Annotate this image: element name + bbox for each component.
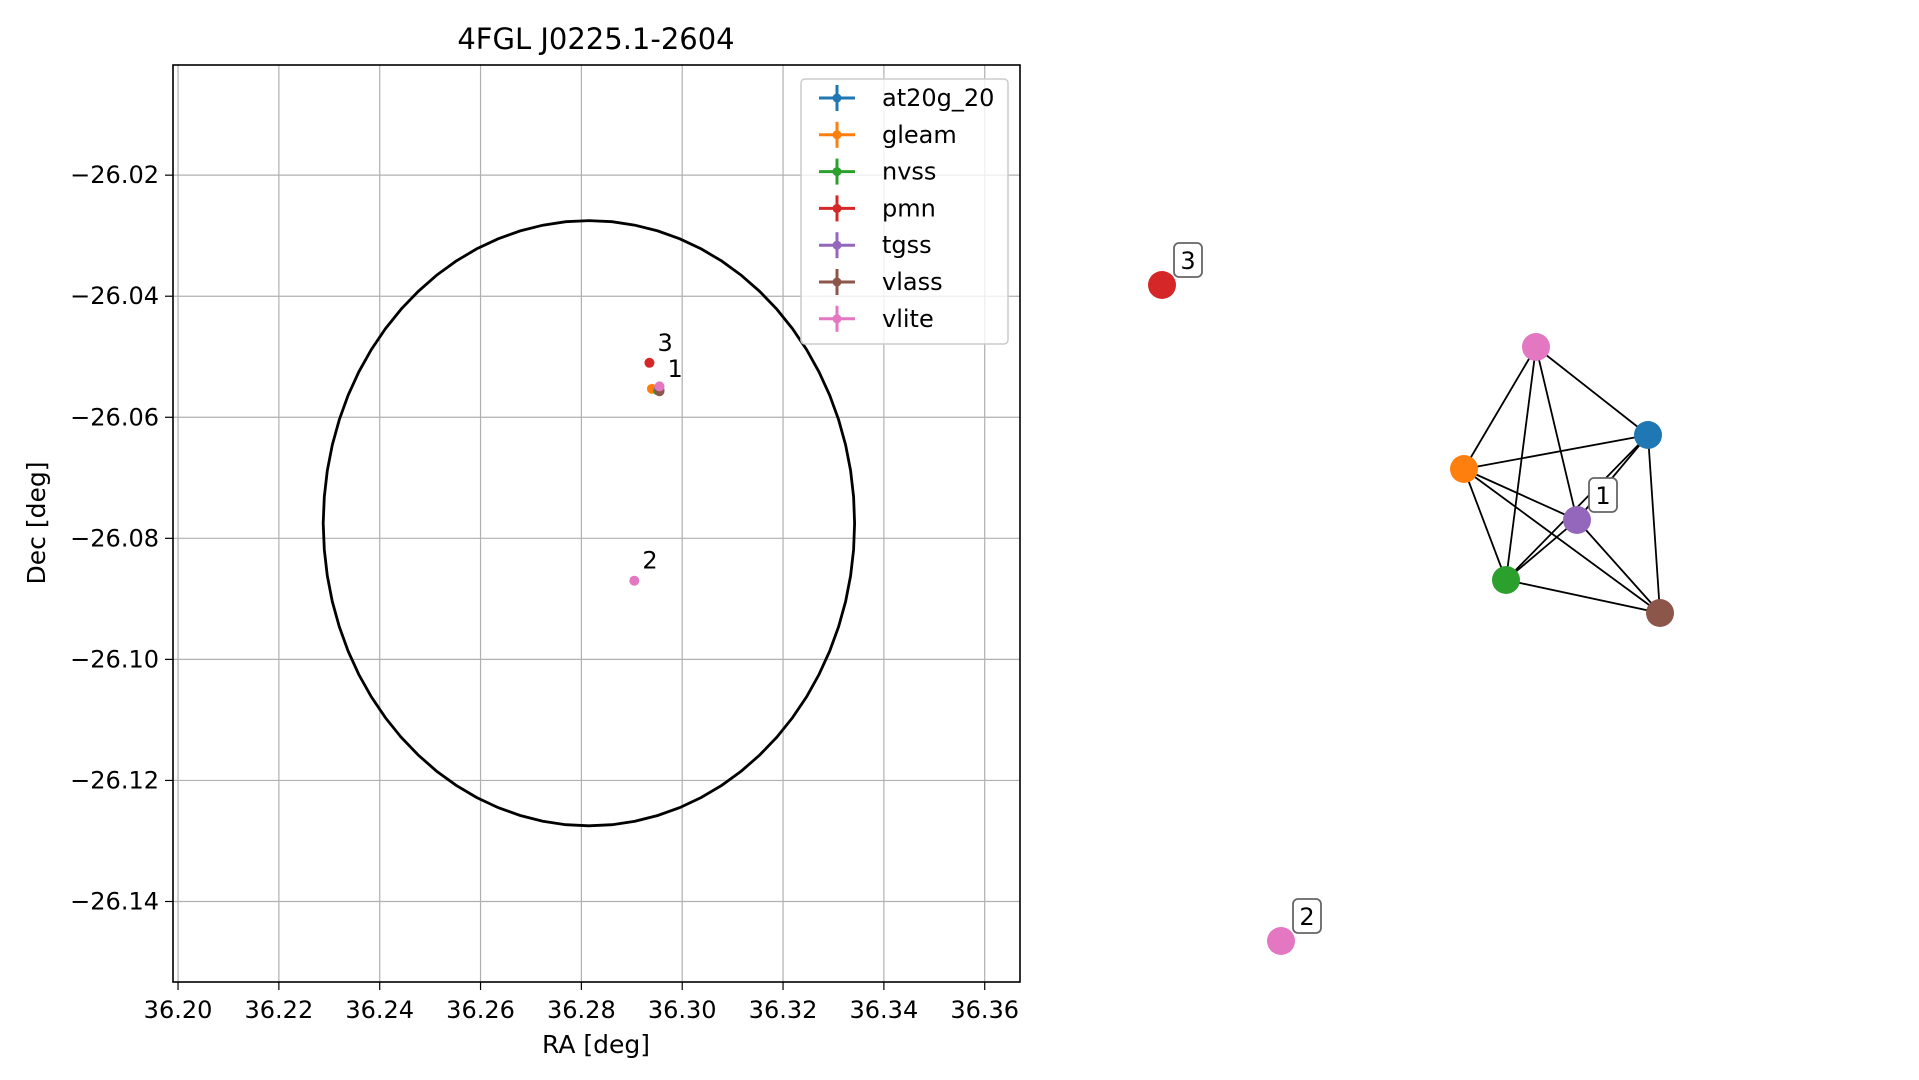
point-annotation: 1 bbox=[668, 355, 683, 383]
y-tick-label: −26.04 bbox=[70, 282, 159, 310]
network-node-label: 1 bbox=[1588, 477, 1618, 513]
point-annotation: 3 bbox=[657, 329, 672, 357]
network-edge bbox=[1535, 346, 1578, 521]
legend-marker-dot bbox=[832, 277, 842, 287]
network-panel: 3 2 1 bbox=[1148, 242, 1674, 955]
x-tick-label: 36.34 bbox=[850, 996, 919, 1024]
network-node-vlite_1 bbox=[1522, 333, 1550, 361]
x-tick-label: 36.32 bbox=[749, 996, 818, 1024]
network-edge bbox=[1463, 434, 1649, 470]
legend-label: pmn bbox=[882, 194, 936, 222]
y-axis-label: Dec [deg] bbox=[22, 462, 51, 585]
scatter-panel: 312 36.20 36.22 36.24 36.26 36.28 36.30 36.32 3… bbox=[22, 22, 1021, 1059]
network-edges bbox=[1463, 346, 1661, 614]
legend-label: gleam bbox=[882, 121, 957, 149]
network-edge bbox=[1505, 346, 1537, 581]
network-node-vlite_2 bbox=[1267, 927, 1295, 955]
network-edge bbox=[1463, 346, 1537, 470]
node-label-text: 3 bbox=[1180, 247, 1195, 275]
network-node-pmn bbox=[1148, 271, 1176, 299]
node-label-box bbox=[1292, 898, 1322, 934]
network-node-tgss bbox=[1563, 506, 1591, 534]
legend-entry-pmn: pmn bbox=[819, 194, 936, 222]
network-node-at20g_20 bbox=[1634, 421, 1662, 449]
point-annotation: 2 bbox=[642, 547, 657, 575]
legend-entry-vlite: vlite bbox=[819, 305, 934, 333]
legend-entry-vlass: vlass bbox=[819, 268, 943, 296]
y-tick-label: −26.10 bbox=[70, 645, 159, 673]
legend-marker-dot bbox=[832, 130, 842, 140]
network-node-gleam bbox=[1450, 455, 1478, 483]
legend-marker-dot bbox=[832, 314, 842, 324]
y-axis-ticks: −26.02 −26.04 −26.06 −26.08 −26.10 −26.12 −26.… bbox=[70, 161, 173, 915]
legend-entry-gleam: gleam bbox=[819, 121, 957, 149]
x-axis-label: RA [deg] bbox=[542, 1030, 650, 1059]
network-edge bbox=[1505, 579, 1661, 614]
legend-box bbox=[800, 78, 1009, 345]
node-label-text: 1 bbox=[1595, 482, 1610, 510]
x-tick-label: 36.24 bbox=[345, 996, 414, 1024]
x-tick-label: 36.20 bbox=[144, 996, 213, 1024]
legend-entry-tgss: tgss bbox=[819, 231, 932, 259]
network-edge bbox=[1576, 519, 1661, 614]
network-edge bbox=[1463, 468, 1578, 521]
scatter-point-pmn bbox=[644, 357, 655, 368]
network-edge bbox=[1535, 346, 1649, 436]
legend-entry-nvss: nvss bbox=[819, 158, 936, 186]
network-nodes: 3 2 1 bbox=[1148, 242, 1674, 955]
x-axis-ticks: 36.20 36.22 36.24 36.26 36.28 36.30 36.32 36.34… bbox=[144, 982, 1019, 1024]
legend-label: vlite bbox=[882, 305, 934, 333]
legend-marker-dot bbox=[832, 167, 842, 177]
network-edge bbox=[1463, 468, 1661, 614]
network-edge bbox=[1505, 519, 1578, 581]
y-tick-label: −26.14 bbox=[70, 887, 159, 915]
scatter-point-vlite bbox=[629, 575, 640, 586]
legend-marker-dot bbox=[832, 93, 842, 103]
y-tick-label: −26.08 bbox=[70, 524, 159, 552]
network-node-label: 2 bbox=[1292, 898, 1322, 934]
axes-frame bbox=[172, 64, 1021, 983]
network-node-nvss bbox=[1492, 566, 1520, 594]
x-tick-label: 36.22 bbox=[245, 996, 314, 1024]
scatter-point-vlite bbox=[654, 381, 665, 392]
chart-title: 4FGL J0225.1-2604 bbox=[457, 22, 734, 56]
x-tick-label: 36.28 bbox=[547, 996, 616, 1024]
y-tick-label: −26.02 bbox=[70, 161, 159, 189]
node-label-box bbox=[1173, 242, 1203, 278]
node-label-text: 2 bbox=[1299, 903, 1314, 931]
y-tick-label: −26.06 bbox=[70, 403, 159, 431]
network-node-label: 3 bbox=[1173, 242, 1203, 278]
legend-label: at20g_20 bbox=[882, 84, 994, 112]
legend-label: nvss bbox=[882, 158, 936, 186]
localization-ellipse bbox=[321, 219, 857, 828]
legend-label: tgss bbox=[882, 231, 932, 259]
network-node-vlass bbox=[1646, 599, 1674, 627]
x-tick-label: 36.36 bbox=[950, 996, 1019, 1024]
x-tick-label: 36.30 bbox=[648, 996, 717, 1024]
network-edge bbox=[1463, 468, 1507, 581]
legend-entry-at20g_20: at20g_20 bbox=[819, 84, 994, 112]
legend-label: vlass bbox=[882, 268, 943, 296]
legend-marker-dot bbox=[832, 203, 842, 213]
network-edge bbox=[1647, 434, 1661, 614]
x-tick-label: 36.26 bbox=[446, 996, 515, 1024]
node-label-box bbox=[1588, 477, 1618, 513]
y-tick-label: −26.12 bbox=[70, 766, 159, 794]
plot-content: 31 2 bbox=[321, 219, 857, 828]
legend-marker-dot bbox=[832, 240, 842, 250]
